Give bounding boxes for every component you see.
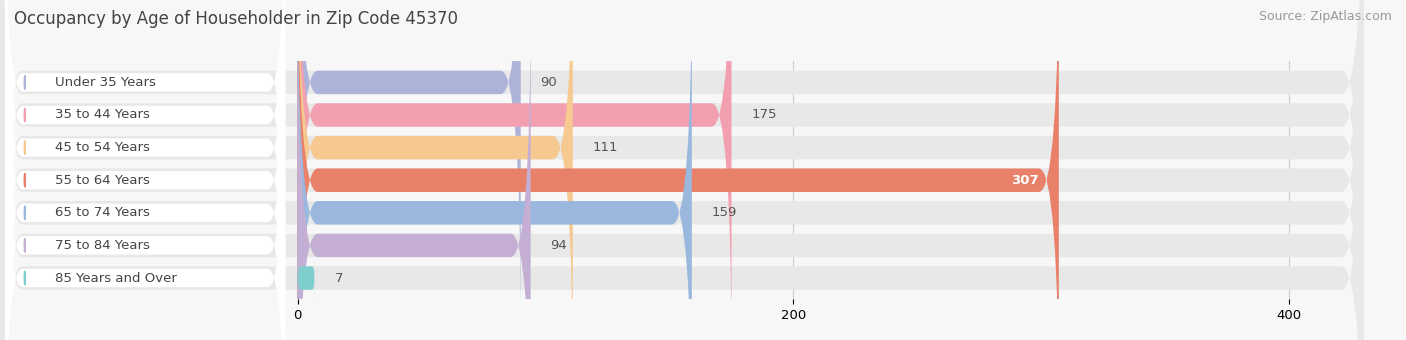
FancyBboxPatch shape: [0, 0, 1364, 340]
FancyBboxPatch shape: [0, 0, 1364, 340]
FancyBboxPatch shape: [298, 0, 530, 340]
Text: 7: 7: [335, 272, 343, 285]
Text: 159: 159: [711, 206, 737, 219]
FancyBboxPatch shape: [6, 0, 285, 302]
FancyBboxPatch shape: [0, 0, 1364, 340]
Text: 111: 111: [593, 141, 619, 154]
FancyBboxPatch shape: [298, 256, 315, 301]
Text: 85 Years and Over: 85 Years and Over: [55, 272, 176, 285]
FancyBboxPatch shape: [0, 0, 1364, 340]
FancyBboxPatch shape: [6, 0, 285, 340]
FancyBboxPatch shape: [6, 0, 285, 340]
FancyBboxPatch shape: [298, 0, 520, 332]
Text: 35 to 44 Years: 35 to 44 Years: [55, 108, 149, 121]
FancyBboxPatch shape: [0, 0, 1364, 340]
Text: 65 to 74 Years: 65 to 74 Years: [55, 206, 149, 219]
FancyBboxPatch shape: [6, 59, 285, 340]
Text: Under 35 Years: Under 35 Years: [55, 76, 156, 89]
FancyBboxPatch shape: [0, 0, 1364, 340]
FancyBboxPatch shape: [298, 0, 572, 340]
FancyBboxPatch shape: [6, 26, 285, 340]
FancyBboxPatch shape: [298, 0, 692, 340]
Text: 90: 90: [540, 76, 557, 89]
Text: 94: 94: [551, 239, 567, 252]
Text: 45 to 54 Years: 45 to 54 Years: [55, 141, 149, 154]
Text: 307: 307: [1011, 174, 1039, 187]
FancyBboxPatch shape: [6, 0, 285, 340]
FancyBboxPatch shape: [6, 0, 285, 334]
FancyBboxPatch shape: [298, 0, 731, 340]
Text: 75 to 84 Years: 75 to 84 Years: [55, 239, 149, 252]
FancyBboxPatch shape: [298, 0, 1059, 340]
FancyBboxPatch shape: [0, 0, 1364, 340]
Text: 175: 175: [751, 108, 778, 121]
Text: Occupancy by Age of Householder in Zip Code 45370: Occupancy by Age of Householder in Zip C…: [14, 10, 458, 28]
Text: 55 to 64 Years: 55 to 64 Years: [55, 174, 149, 187]
Text: Source: ZipAtlas.com: Source: ZipAtlas.com: [1258, 10, 1392, 23]
